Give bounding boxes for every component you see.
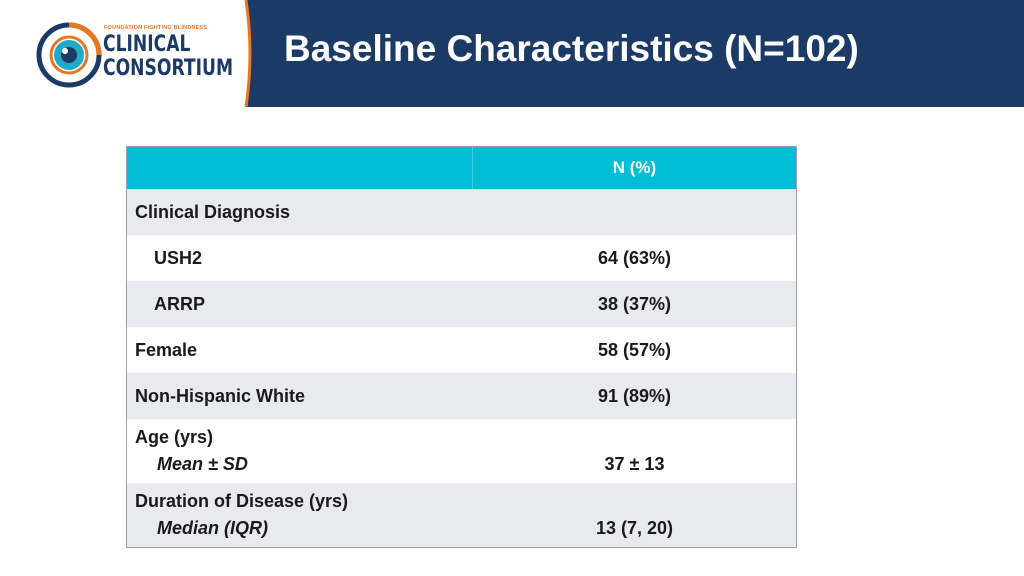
header-divider-curve: [236, 0, 252, 107]
row-sublabel: Median (IQR): [157, 518, 268, 538]
table-row: Clinical Diagnosis: [127, 189, 796, 235]
row-label-cell: Age (yrs) Mean ± SD: [127, 419, 473, 483]
row-value: 37 ± 13: [604, 454, 665, 474]
page-title: Baseline Characteristics (N=102): [284, 28, 859, 69]
table-row: USH2 64 (63%): [127, 235, 796, 281]
row-label: Female: [135, 339, 198, 360]
header-cell-label: [127, 147, 473, 189]
logo-tagline: FOUNDATION FIGHTING BLINDNESS: [104, 25, 208, 31]
table-row: Non-Hispanic White 91 (89%): [127, 373, 796, 419]
eye-icon: [36, 22, 102, 88]
row-label: Duration of Disease (yrs): [135, 491, 349, 511]
header-cell-n-percent: N (%): [612, 158, 657, 177]
row-value: 13 (7, 20): [595, 518, 674, 538]
row-label: Clinical Diagnosis: [135, 201, 291, 222]
row-value: [473, 189, 796, 235]
row-value: 91 (89%): [597, 385, 672, 406]
table-row: Age (yrs) Mean ± SD 37 ± 13: [127, 419, 796, 483]
row-label: ARRP: [154, 293, 206, 314]
row-sublabel: Mean ± SD: [157, 454, 248, 474]
row-value: 64 (63%): [597, 247, 672, 268]
table-row: ARRP 38 (37%): [127, 281, 796, 327]
row-label: Non-Hispanic White: [135, 385, 305, 406]
logo: FOUNDATION FIGHTING BLINDNESS CLINICAL C…: [0, 0, 246, 107]
row-label: Age (yrs): [135, 427, 214, 447]
logo-text-clinical: CLINICAL: [103, 32, 191, 57]
row-label-cell: Duration of Disease (yrs) Median (IQR): [127, 483, 473, 547]
row-value: 58 (57%): [597, 339, 672, 360]
logo-text-consortium: CONSORTIUM: [103, 56, 234, 81]
table-row: Female 58 (57%): [127, 327, 796, 373]
row-label: USH2: [154, 247, 203, 268]
row-value: 38 (37%): [597, 293, 672, 314]
baseline-table: N (%) Clinical Diagnosis USH2 64 (63%) A…: [126, 146, 797, 548]
table-header: N (%): [127, 147, 796, 189]
table-row: Duration of Disease (yrs) Median (IQR) 1…: [127, 483, 796, 547]
